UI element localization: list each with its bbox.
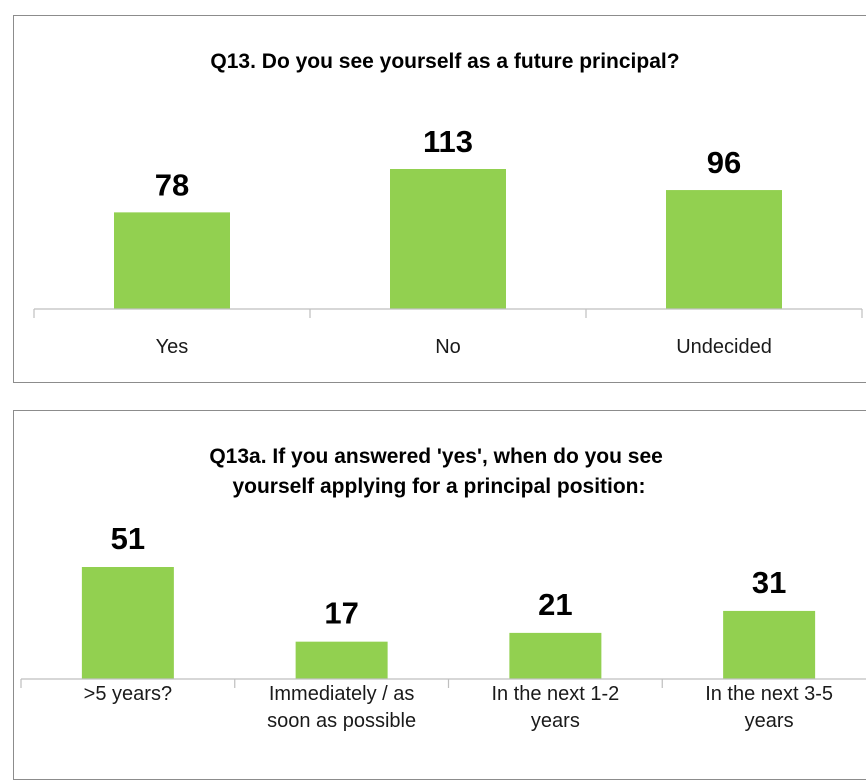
x-tick-label: No bbox=[435, 336, 461, 358]
bar bbox=[295, 641, 388, 679]
data-label: 96 bbox=[707, 145, 741, 180]
data-label: 17 bbox=[324, 596, 358, 631]
data-label: 78 bbox=[155, 167, 189, 202]
chart-title: Q13. Do you see yourself as a future pri… bbox=[210, 50, 679, 73]
bar bbox=[509, 632, 602, 679]
chart-title-line-2: yourself applying for a principal positi… bbox=[232, 475, 645, 498]
chart-title: Q13a. If you answered 'yes', when do you… bbox=[209, 445, 668, 498]
bar bbox=[666, 190, 782, 309]
data-label: 113 bbox=[423, 124, 473, 159]
x-tick-label: Yes bbox=[156, 336, 189, 358]
bars-group: 51 17 21 31 bbox=[81, 521, 816, 679]
bar bbox=[114, 212, 230, 309]
data-label: 31 bbox=[752, 565, 786, 600]
chart-panel-application-timing: Q13a. If you answered 'yes', when do you… bbox=[13, 410, 866, 780]
bar bbox=[723, 610, 816, 679]
x-tick-label: In the next 3-5 years bbox=[705, 683, 833, 732]
x-tick-label: >5 years? bbox=[84, 683, 172, 705]
bar bbox=[81, 567, 174, 679]
x-axis-ticks: >5 years? Immediately / as soon as possibl… bbox=[20, 679, 833, 732]
bars-group: 78 113 96 bbox=[114, 124, 782, 309]
data-label: 51 bbox=[111, 521, 145, 556]
x-tick-label: Undecided bbox=[676, 336, 772, 358]
x-tick-label: In the next 1-2 years bbox=[491, 683, 619, 732]
bar bbox=[390, 169, 506, 309]
chart-future-principal: Q13. Do you see yourself as a future pri… bbox=[33, 50, 863, 358]
x-axis-ticks: Yes No Undecided bbox=[33, 309, 863, 358]
data-label: 21 bbox=[538, 587, 572, 622]
x-tick-label: Immediately / as soon as possible bbox=[267, 683, 416, 732]
chart-title-line-1: Q13a. If you answered 'yes', when do you… bbox=[209, 445, 662, 468]
chart-panel-future-principal: Q13. Do you see yourself as a future pri… bbox=[13, 15, 866, 383]
chart-application-timing: Q13a. If you answered 'yes', when do you… bbox=[20, 445, 866, 732]
